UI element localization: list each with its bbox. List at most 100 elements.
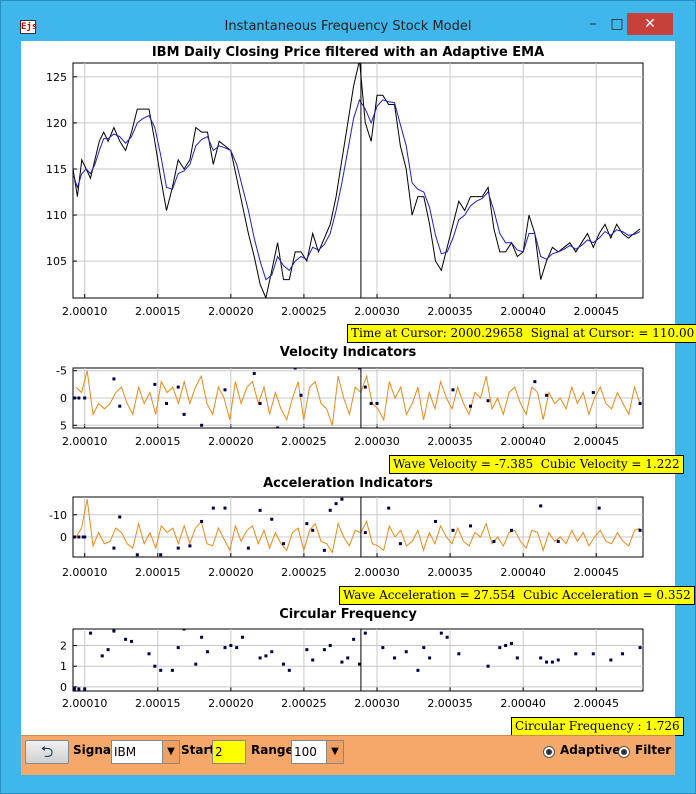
acceleration-cubic-marker <box>363 531 367 535</box>
maximize-button[interactable]: □ <box>610 16 624 32</box>
frequency-marker <box>486 664 490 668</box>
control-toolbar: ⮌ Signal: IBM ▼ Start: 2 Range: 100 ▼ Ad… <box>21 735 675 775</box>
frequency-marker <box>515 656 519 660</box>
acceleration-chart-title: Acceleration Indicators <box>263 476 433 491</box>
title-bar[interactable]: Ejs Instantaneous Frequency Stock Model … <box>1 1 695 35</box>
frequency-marker <box>281 662 285 666</box>
frequency-readout: Circular Frequency : 1.726 <box>511 717 684 736</box>
velocity-cubic-marker <box>165 401 169 405</box>
velocity-cubic-marker <box>176 385 180 389</box>
start-input[interactable]: 2 <box>212 740 246 764</box>
app-logo-icon: Ejs <box>20 20 38 34</box>
velocity-cubic-marker <box>591 391 595 395</box>
frequency-x-tick-label: 2.00015 <box>135 697 181 710</box>
acceleration-cubic-marker <box>556 539 560 543</box>
chevron-down-icon: ▼ <box>167 746 175 757</box>
acceleration-cubic-marker <box>451 528 455 532</box>
frequency-marker <box>258 656 262 660</box>
frequency-plot-area <box>72 628 644 692</box>
adaptive-label: Adaptive <box>560 743 621 757</box>
acceleration-cubic-marker <box>328 508 332 512</box>
frequency-marker <box>357 662 361 666</box>
acceleration-cubic-marker <box>398 542 402 546</box>
velocity-wave-line <box>75 370 641 426</box>
frequency-marker <box>352 637 356 641</box>
acceleration-cubic-marker <box>77 535 81 539</box>
acceleration-cubic-marker <box>597 506 601 510</box>
velocity-cubic-marker <box>118 404 122 408</box>
acceleration-cubic-marker <box>469 524 473 528</box>
frequency-marker <box>428 656 432 660</box>
range-dropdown-button[interactable]: ▼ <box>326 740 344 764</box>
client-area: 2.00010 2.00015 2.00020 2.00025 2.00030 2.000… <box>21 41 696 775</box>
acceleration-cubic-marker <box>176 546 180 550</box>
start-label: Start: <box>181 743 220 757</box>
velocity-x-tick-label: 2.00015 <box>135 435 181 448</box>
signal-select[interactable]: IBM <box>111 740 163 764</box>
minimize-button[interactable]: – <box>589 16 597 32</box>
price-plot-area <box>72 62 644 299</box>
velocity-cubic-marker <box>486 399 490 403</box>
frequency-marker <box>153 664 157 668</box>
frequency-x-tick-label: 2.00035 <box>427 697 473 710</box>
velocity-cubic-marker <box>83 396 87 400</box>
signal-dropdown-button[interactable]: ▼ <box>162 740 180 764</box>
frequency-marker <box>509 641 513 645</box>
acceleration-cubic-marker <box>322 548 326 552</box>
acceleration-x-tick-label: 2.00045 <box>573 566 619 579</box>
price-chart-title: IBM Daily Closing Price filtered with an… <box>151 45 545 60</box>
acceleration-cubic-marker <box>258 508 262 512</box>
frequency-marker <box>176 646 180 650</box>
acceleration-x-tick-label: 2.00020 <box>208 566 254 579</box>
acceleration-y-tick-label: -10 <box>49 509 67 522</box>
acceleration-cubic-marker <box>270 517 274 521</box>
frequency-x-tick-label: 2.00010 <box>62 697 108 710</box>
adaptive-radio[interactable] <box>543 746 555 758</box>
price-x-tick-label: 2.00015 <box>135 305 181 318</box>
price-y-tick-label: 125 <box>46 71 67 84</box>
frequency-marker <box>404 650 408 654</box>
velocity-cubic-marker <box>252 371 256 375</box>
acceleration-x-tick-label: 2.00015 <box>135 566 181 579</box>
filter-radio[interactable] <box>618 746 630 758</box>
velocity-cubic-marker <box>276 426 280 428</box>
frequency-marker <box>159 668 163 672</box>
velocity-cubic-marker <box>258 401 262 405</box>
frequency-marker <box>328 644 332 648</box>
acceleration-cubic-marker <box>433 519 437 523</box>
frequency-marker <box>457 652 461 656</box>
filter-label: Filter <box>635 743 672 757</box>
acceleration-y-tick-label: 0 <box>60 531 67 544</box>
frequency-marker <box>106 648 110 652</box>
velocity-x-tick-label: 2.00040 <box>500 435 546 448</box>
velocity-x-tick-label: 2.00045 <box>573 435 619 448</box>
acceleration-cubic-marker <box>492 539 496 543</box>
close-button[interactable]: ✕ <box>627 13 673 35</box>
velocity-cubic-marker <box>369 401 373 405</box>
price-cursor-readout: Time at Cursor: 2000.29658 Signal at Cur… <box>347 324 696 343</box>
frequency-marker <box>545 660 549 664</box>
velocity-chart-title: Velocity Indicators <box>279 345 417 360</box>
adaptive-radio-dot <box>546 749 552 755</box>
frequency-marker <box>550 660 554 664</box>
acceleration-cubic-marker <box>305 522 309 526</box>
range-select[interactable]: 100 <box>291 740 327 764</box>
velocity-x-tick-label: 2.00035 <box>427 435 473 448</box>
reset-button[interactable]: ⮌ <box>25 740 69 764</box>
frequency-x-tick-label: 2.00025 <box>281 697 327 710</box>
frequency-marker <box>393 656 397 660</box>
acceleration-x-tick-label: 2.00040 <box>500 566 546 579</box>
frequency-marker <box>223 646 227 650</box>
frequency-marker <box>229 644 233 648</box>
acceleration-cubic-marker <box>118 515 122 519</box>
frequency-chart-title: Circular Frequency <box>279 607 417 622</box>
frequency-marker <box>322 648 326 652</box>
acceleration-cubic-marker <box>387 506 391 510</box>
frequency-marker <box>83 687 87 691</box>
frequency-y-tick-label: 1 <box>60 660 67 673</box>
velocity-cubic-marker <box>638 401 642 405</box>
price-series-line <box>73 63 641 298</box>
velocity-cubic-marker <box>73 396 76 400</box>
window-title: Instantaneous Frequency Stock Model <box>224 19 472 34</box>
filter-radio-dot <box>621 749 627 755</box>
